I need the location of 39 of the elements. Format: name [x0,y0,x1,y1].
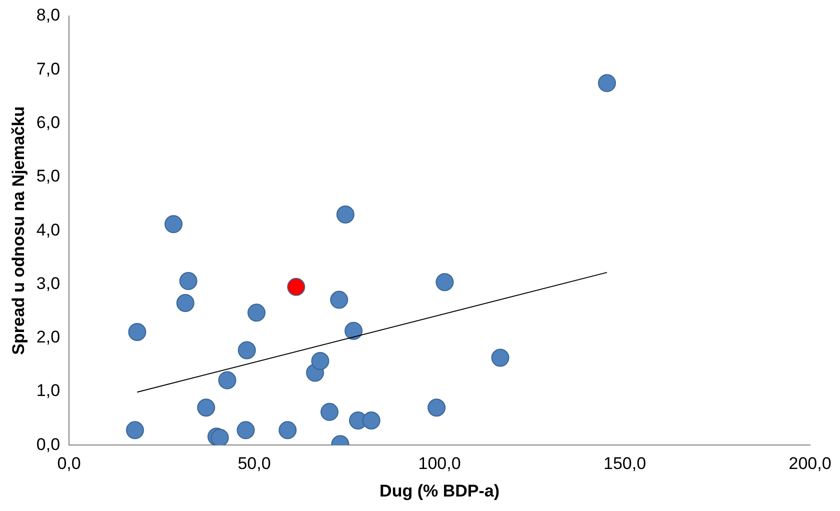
y-tick-label: 4,0 [36,220,60,240]
point [236,421,255,440]
y-axis-title: Spread u odnosu na Njemačku [8,106,28,355]
point [428,398,446,417]
y-tick-label: 0,0 [36,434,60,454]
point [164,215,183,234]
point [176,294,194,312]
point [278,421,297,440]
point [491,348,510,367]
point [344,322,363,340]
point [330,290,348,309]
y-tick-label: 2,0 [36,328,60,347]
x-tick-label: 150,0 [603,454,646,474]
point [247,304,266,322]
point [320,402,338,421]
y-tick-label: 3,0 [36,274,60,293]
point [197,398,216,417]
y-tick-label: 1,0 [36,381,60,400]
x-tick-label: 50,0 [238,454,271,474]
y-tick-label: 6,0 [36,112,60,132]
point [598,74,616,92]
point [336,206,354,224]
y-tick-label: 5,0 [36,166,60,186]
point [287,278,306,296]
point [126,421,144,440]
x-axis-title: Dug (% BDP-a) [380,481,500,500]
x-tick-label: 100,0 [418,454,461,474]
y-tick-label: 8,0 [36,6,60,25]
x-tick-label: 200,0 [788,454,832,474]
point [436,273,454,292]
point [218,371,236,390]
point [128,323,146,341]
x-tick-label: 0,0 [57,454,81,474]
point [238,341,256,360]
point [311,352,330,370]
y-tick-label: 7,0 [36,59,60,78]
point [179,272,198,290]
point [210,428,229,446]
point [362,412,380,430]
